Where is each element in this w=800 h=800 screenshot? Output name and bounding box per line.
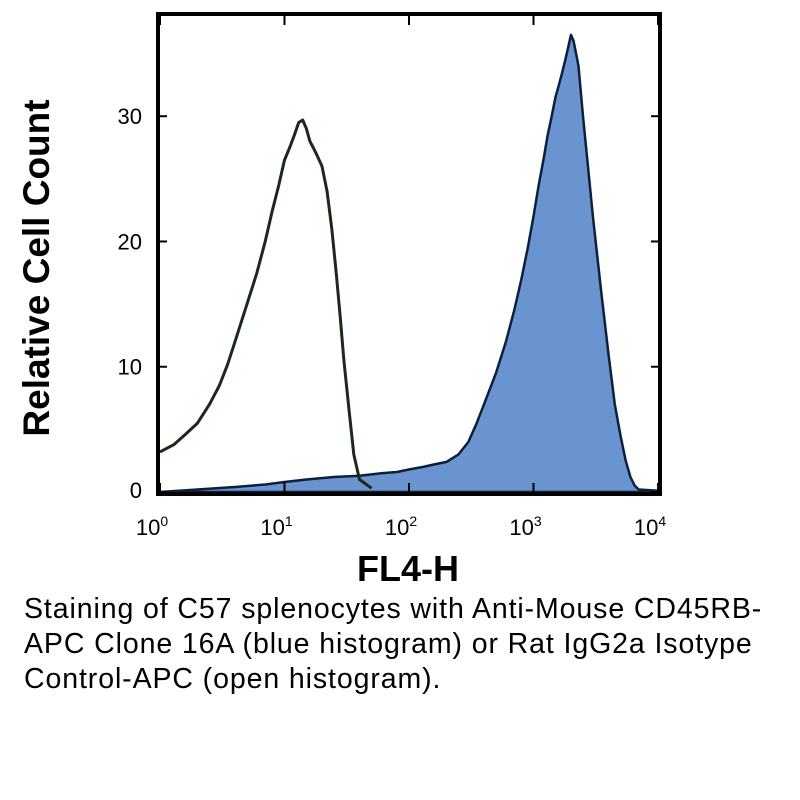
filled-histogram	[158, 33, 660, 494]
y-tick-label: 20	[118, 229, 142, 254]
x-tick-label: 100	[136, 513, 168, 540]
y-tick-label: 10	[118, 355, 142, 380]
x-axis-label: FL4-H	[357, 548, 459, 589]
open-histogram	[159, 118, 373, 490]
x-tick-label: 101	[260, 513, 292, 540]
y-tick-label: 0	[130, 478, 142, 503]
figure-caption: Staining of C57 splenocytes with Anti-Mo…	[24, 593, 763, 695]
histogram-chart: 0 10 20 30 100 101 102 103 104	[118, 12, 666, 540]
histogram-figure: 0 10 20 30 100 101 102 103 104	[118, 12, 666, 540]
x-tick-label: 103	[509, 513, 541, 540]
x-tick-label: 104	[634, 513, 666, 540]
plot-frame	[156, 12, 662, 496]
y-tick-label: 30	[118, 104, 142, 129]
x-tick-label: 102	[385, 513, 417, 540]
y-axis-label: Relative Cell Count	[16, 99, 57, 437]
